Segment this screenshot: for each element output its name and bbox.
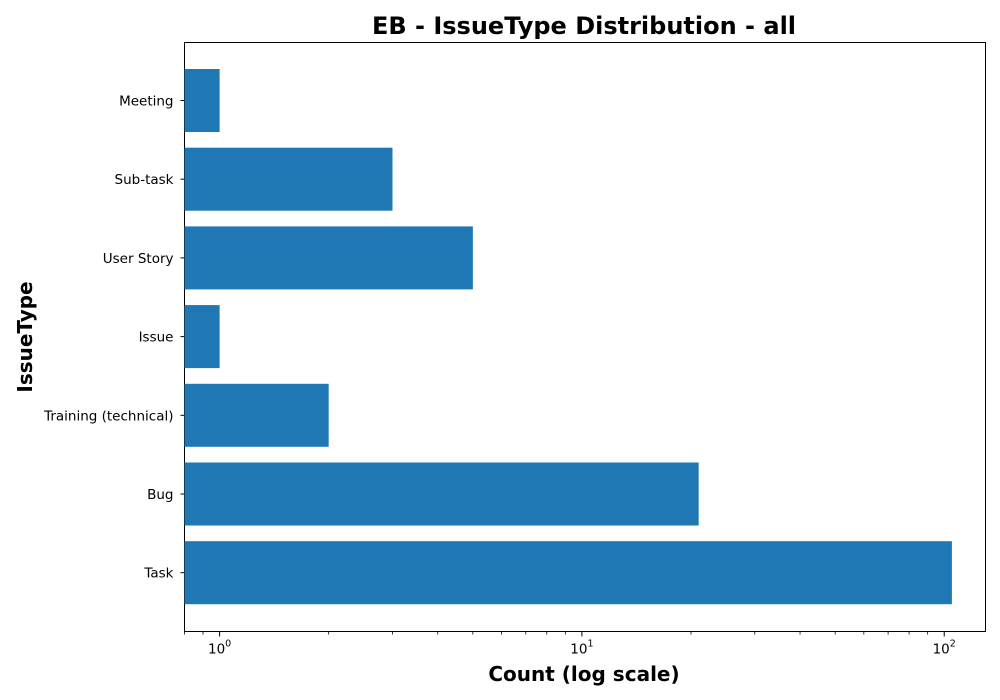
bar-task (184, 541, 952, 605)
x-axis: 100 101 102 (184, 631, 956, 658)
x-tick-label: 101 (570, 639, 593, 658)
chart-title: EB - IssueType Distribution - all (372, 12, 796, 40)
bars-group (184, 69, 952, 605)
x-axis-label: Count (log scale) (488, 662, 679, 686)
y-tick-label-training-technical: Training (technical) (43, 408, 173, 424)
y-tick-label-issue: Issue (139, 330, 174, 346)
bar-training-technical (184, 383, 329, 447)
bar-sub-task (184, 147, 393, 211)
bar-issue (184, 305, 220, 369)
bar-user-story (184, 226, 473, 290)
x-tick-label: 100 (208, 639, 231, 658)
bar-bug (184, 462, 699, 526)
y-axis: Task Bug Training (technical) Issue User Sto… (43, 94, 185, 582)
y-axis-label: IssueType (13, 281, 37, 392)
y-tick-label-meeting: Meeting (119, 94, 173, 110)
y-tick-label-task: Task (143, 566, 173, 582)
bar-meeting (184, 69, 220, 132)
y-tick-label-bug: Bug (147, 487, 173, 503)
y-tick-label-user-story: User Story (103, 251, 174, 267)
y-tick-label-sub-task: Sub-task (115, 172, 174, 188)
x-tick-label: 102 (933, 639, 956, 658)
